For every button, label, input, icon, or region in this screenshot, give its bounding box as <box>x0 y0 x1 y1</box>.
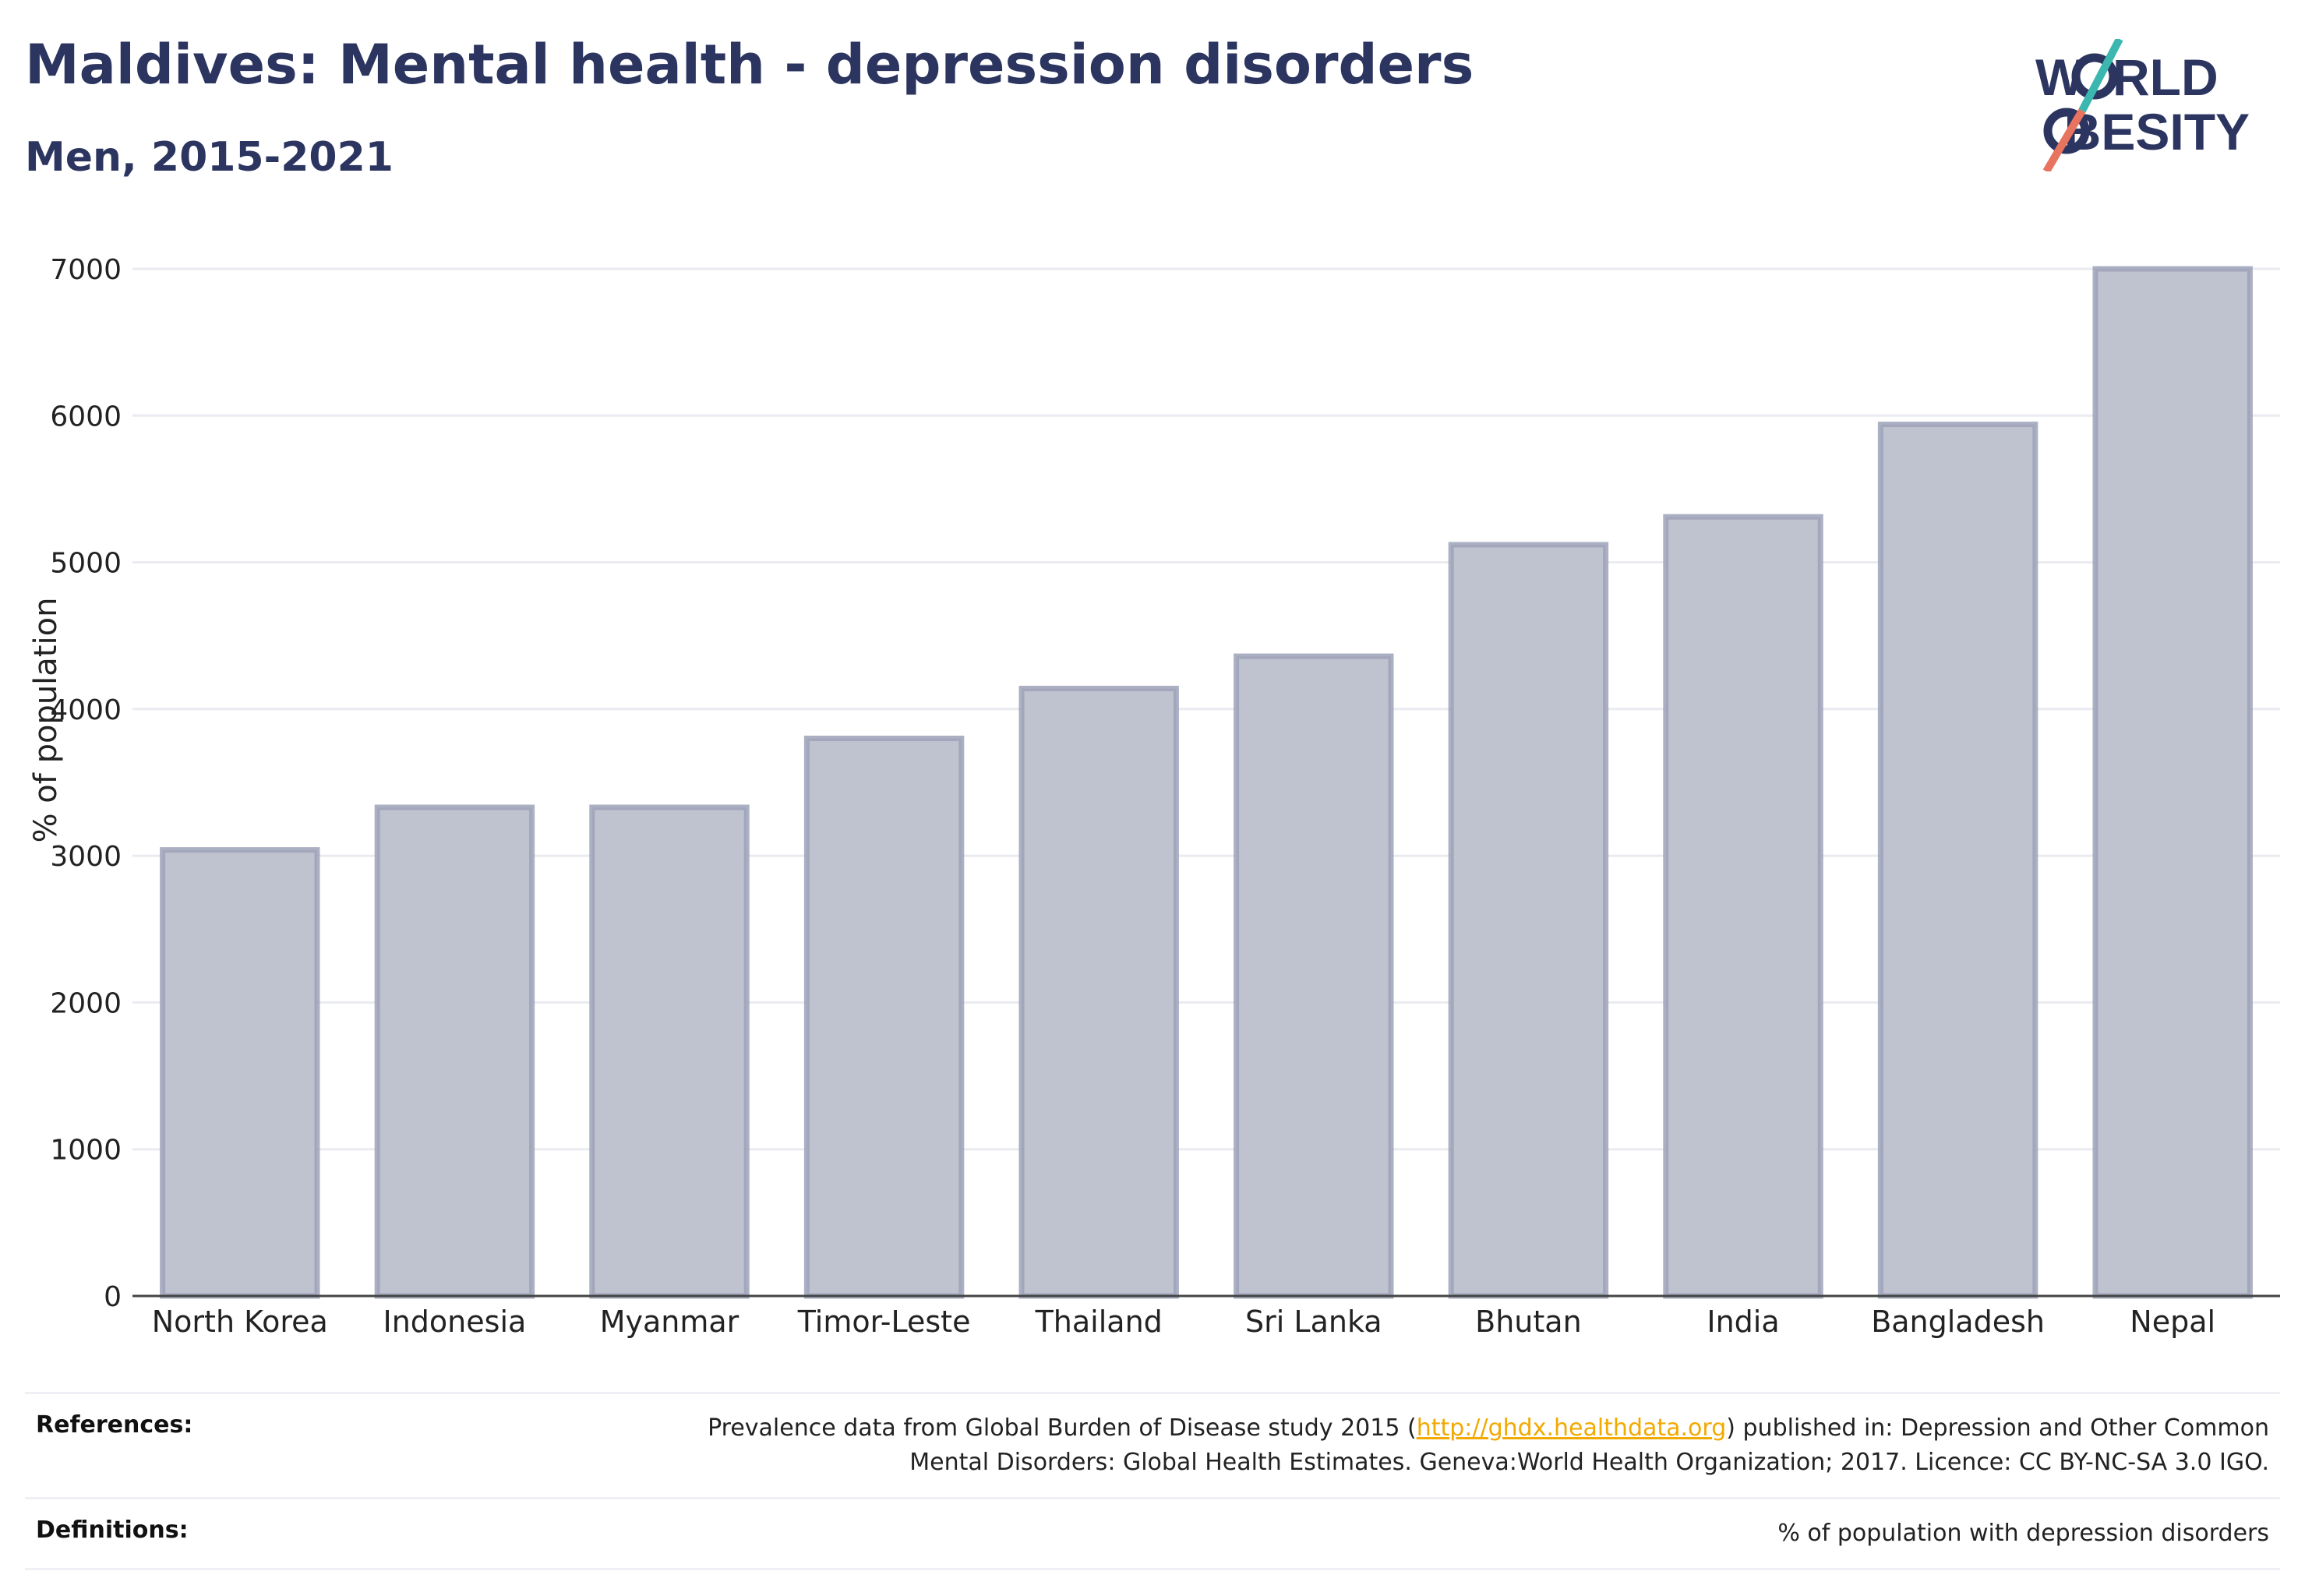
logo-slash-teal <box>2078 39 2123 113</box>
bar-chart: 0 1000 2000 3000 4000 5000 6000 7000 North Korea… <box>28 254 2280 1339</box>
bar <box>589 804 750 1299</box>
page-subtitle: Men, 2015-2021 <box>25 134 394 181</box>
bar <box>1663 514 1823 1299</box>
references-text-before: Prevalence data from Global Burden of Di… <box>708 1414 1417 1442</box>
x-tick-label: India <box>1707 1305 1779 1339</box>
y-tick-label: 4000 <box>50 694 122 726</box>
logo-o-bottom <box>2043 108 2090 154</box>
y-tick-label: 2000 <box>50 987 122 1019</box>
y-tick-label: 5000 <box>50 548 122 580</box>
definitions-label: Definitions: <box>36 1517 189 1544</box>
bar <box>1018 685 1179 1299</box>
x-tick-label: Indonesia <box>383 1305 527 1339</box>
y-tick-label: 7000 <box>50 254 122 286</box>
references-link[interactable]: http://ghdx.healthdata.org <box>1416 1414 1727 1442</box>
bar <box>374 804 535 1299</box>
bar <box>1448 542 1609 1299</box>
bar <box>2092 266 2253 1299</box>
x-tick-label: Sri Lanka <box>1245 1305 1382 1339</box>
references-text-after: ) published in: Depression and Other Com… <box>1726 1414 2269 1442</box>
x-tick-label: Thailand <box>1035 1305 1163 1339</box>
references-line2: Mental Disorders: Global Health Estimate… <box>909 1449 2269 1476</box>
logo-line1: W RLD <box>2035 48 2219 106</box>
definitions-row: Definitions: % of population with depres… <box>25 1497 2280 1570</box>
y-tick-label: 1000 <box>50 1135 122 1167</box>
bar <box>1877 422 2038 1299</box>
references-label: References: <box>36 1411 193 1439</box>
bar <box>803 736 965 1299</box>
x-tick-label: Myanmar <box>600 1305 740 1339</box>
definitions-text: % of population with depression disorder… <box>1777 1520 2269 1547</box>
x-tick-label: Nepal <box>2130 1305 2215 1339</box>
logo-slash-coral <box>2042 108 2086 171</box>
y-tick-label: 3000 <box>50 841 122 873</box>
x-tick-label: Bangladesh <box>1871 1305 2045 1339</box>
world-obesity-logo: W RLD BESITY <box>2035 39 2250 171</box>
bar <box>1234 653 1394 1299</box>
x-tick-label: Bhutan <box>1475 1305 1582 1339</box>
page-title: Maldives: Mental health - depression dis… <box>25 33 1474 97</box>
references-text: Prevalence data from Global Burden of Di… <box>708 1411 2269 1480</box>
bar <box>160 847 320 1299</box>
references-row: References: Prevalence data from Global … <box>25 1392 2280 1497</box>
x-tick-label: Timor-Leste <box>797 1305 971 1339</box>
x-tick-label: North Korea <box>152 1305 328 1339</box>
y-tick-label: 0 <box>104 1281 122 1313</box>
y-tick-label: 6000 <box>50 401 122 433</box>
y-axis-label: % of population <box>28 598 64 843</box>
footer: References: Prevalence data from Global … <box>25 1392 2280 1570</box>
